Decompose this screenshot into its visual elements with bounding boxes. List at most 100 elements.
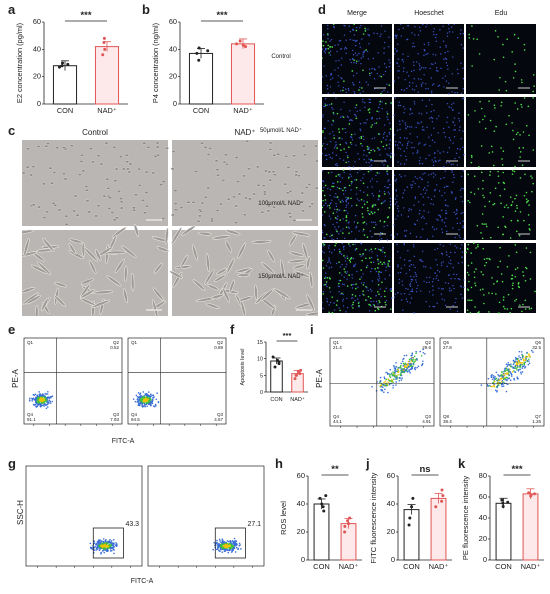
- nucleus: [446, 116, 449, 119]
- nucleus: [415, 275, 418, 278]
- edu-cell: [355, 104, 358, 106]
- nucleus: [399, 104, 402, 107]
- edu-cell: [502, 181, 505, 184]
- cell: [143, 211, 148, 215]
- cell: [226, 258, 235, 274]
- nucleus: [369, 74, 371, 77]
- edu-cell: [500, 273, 503, 275]
- event: [519, 356, 522, 359]
- cell: [233, 221, 238, 224]
- nucleus: [354, 161, 356, 163]
- nucleus: [349, 169, 351, 171]
- edu-cell: [338, 128, 340, 130]
- nucleus: [446, 254, 448, 256]
- edu-cell: [329, 46, 331, 48]
- nucleus: [448, 31, 451, 33]
- event: [520, 373, 523, 375]
- edu-cell: [497, 175, 500, 177]
- nucleus: [451, 171, 453, 173]
- event: [392, 364, 395, 367]
- nucleus: [336, 237, 339, 240]
- edu-cell: [521, 310, 523, 313]
- event: [46, 403, 49, 406]
- edu-cell: [485, 223, 487, 225]
- nucleus: [410, 278, 413, 281]
- edu-cell: [362, 33, 365, 35]
- nucleus: [440, 264, 443, 266]
- data-point: [298, 372, 302, 376]
- event: [155, 404, 157, 407]
- nucleus: [365, 122, 367, 124]
- edu-cell: [478, 53, 481, 55]
- nucleus: [379, 288, 382, 290]
- nucleus: [443, 58, 445, 60]
- edu-cell: [528, 134, 530, 137]
- nucleus: [425, 189, 428, 191]
- edu-cell: [378, 195, 380, 198]
- nucleus: [436, 184, 438, 186]
- panel-label-b: b: [142, 2, 150, 17]
- edu-cell: [388, 84, 391, 87]
- nucleus: [350, 183, 353, 185]
- edu-cell: [481, 171, 483, 174]
- nucleus: [377, 52, 379, 54]
- event: [149, 398, 152, 401]
- nucleus: [414, 196, 416, 198]
- event: [521, 362, 524, 364]
- edu-cell: [493, 202, 496, 205]
- micrograph-4: [169, 225, 318, 316]
- cell: [304, 186, 309, 189]
- edu-cell: [522, 303, 524, 306]
- edu-cell: [355, 179, 358, 181]
- nucleus: [333, 134, 335, 137]
- nucleus: [407, 55, 409, 58]
- edu-cell: [500, 202, 502, 205]
- edu-cell: [514, 197, 516, 200]
- nucleus: [413, 45, 416, 48]
- nucleus: [417, 201, 420, 203]
- cell: [206, 153, 211, 156]
- edu-cell: [511, 277, 514, 280]
- nucleus: [410, 70, 413, 72]
- edu-cell: [337, 173, 340, 176]
- edu-cell: [522, 271, 524, 273]
- nucleus: [380, 33, 382, 35]
- nucleus: [432, 285, 434, 287]
- event: [410, 360, 413, 362]
- edu-cell: [466, 271, 469, 274]
- edu-cell: [368, 72, 371, 75]
- event: [405, 363, 408, 366]
- nucleus: [444, 57, 447, 60]
- nucleus: [439, 216, 442, 218]
- edu-cell: [356, 222, 359, 224]
- event: [223, 545, 226, 548]
- edu-cell: [336, 147, 338, 149]
- nucleus: [354, 106, 357, 109]
- edu-cell: [322, 267, 325, 269]
- y-tick-label: 20: [297, 527, 305, 536]
- nucleus: [431, 92, 433, 94]
- cell: [144, 204, 149, 208]
- nucleus: [437, 279, 440, 282]
- cell: [114, 167, 119, 171]
- nucleus: [348, 25, 351, 27]
- edu-cell: [508, 255, 510, 257]
- event: [530, 349, 533, 352]
- nucleus: [446, 102, 449, 105]
- edu-cell: [500, 104, 502, 107]
- nucleus: [433, 228, 436, 231]
- nucleus: [413, 78, 415, 80]
- edu-cell: [470, 286, 473, 289]
- event: [32, 403, 35, 406]
- edu-cell: [366, 194, 369, 196]
- cell: [152, 287, 164, 301]
- nucleus: [447, 205, 449, 207]
- nucleus: [411, 126, 413, 128]
- nucleus: [445, 44, 447, 47]
- event: [502, 372, 505, 375]
- event: [520, 351, 523, 353]
- event: [107, 540, 109, 543]
- data-point: [533, 492, 537, 496]
- nucleus: [450, 26, 453, 28]
- x-tick-label: NAD⁺: [233, 106, 253, 115]
